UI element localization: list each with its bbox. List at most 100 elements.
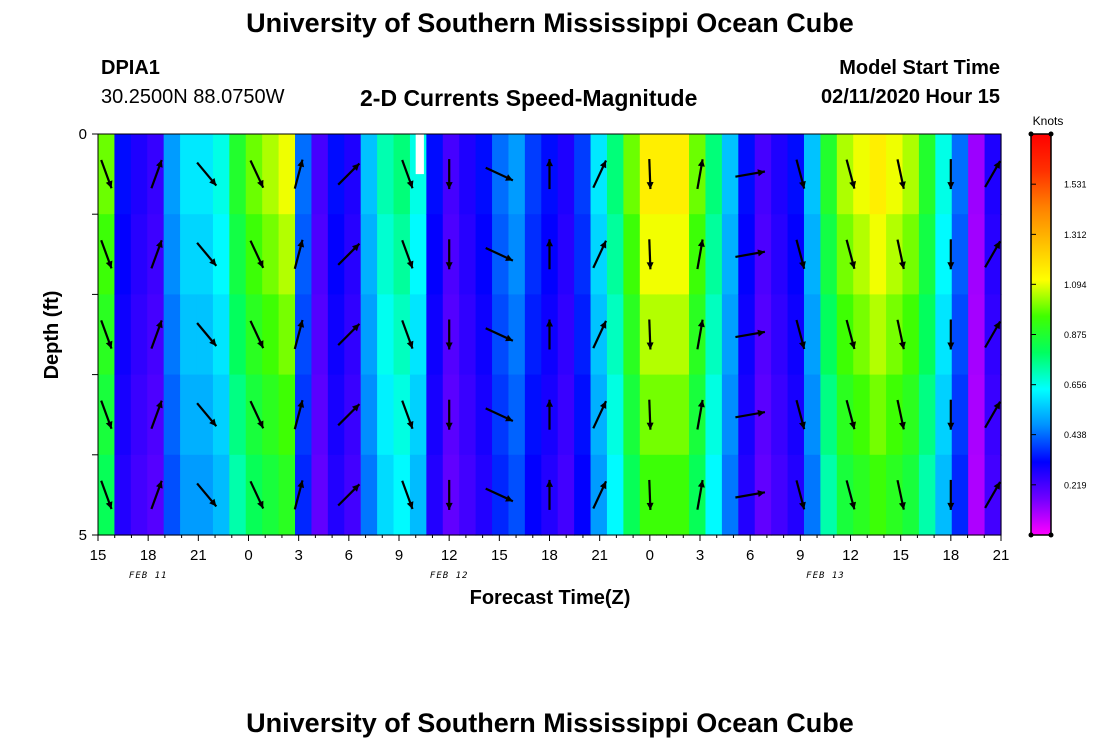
current-arrow: [249, 240, 265, 269]
heatmap-cell: [902, 134, 920, 215]
heatmap-cell: [295, 294, 313, 376]
heatmap-cell: [229, 454, 247, 536]
heatmap-cell: [459, 214, 477, 295]
colorbar-tick-label: 0.438: [1064, 430, 1087, 440]
heatmap-cell: [278, 374, 296, 456]
heatmap-cell: [557, 134, 575, 215]
heatmap-cell: [918, 294, 936, 376]
current-arrow: [293, 319, 305, 350]
heatmap-cell: [853, 454, 871, 536]
current-arrow: [592, 320, 607, 349]
current-arrow: [196, 161, 218, 187]
current-arrow: [150, 400, 163, 430]
x-tick-label: 18: [140, 547, 157, 564]
heatmap-cell: [524, 454, 542, 536]
heatmap-cell: [262, 374, 280, 456]
heatmap-cell: [935, 294, 953, 376]
heatmap-cell: [409, 374, 427, 456]
heatmap-cell: [902, 374, 920, 456]
x-tick-label: 12: [441, 547, 458, 564]
heatmap-cell: [163, 294, 181, 376]
current-arrow: [337, 483, 361, 507]
heatmap-cell: [442, 214, 460, 295]
station-id: DPIA1: [101, 57, 160, 79]
heatmap-cell: [114, 294, 132, 376]
current-arrow: [401, 320, 414, 349]
heatmap-cell: [262, 294, 280, 376]
current-arrow: [485, 327, 514, 342]
heatmap-cell: [836, 454, 854, 536]
heatmap-cell: [853, 214, 871, 295]
heatmap-cell: [459, 294, 477, 376]
heatmap-cell: [344, 134, 362, 215]
heatmap-cell: [163, 134, 181, 215]
heatmap-cell: [344, 374, 362, 456]
heatmap-cell: [426, 294, 444, 376]
heatmap-cell: [672, 134, 690, 215]
current-arrow: [896, 239, 906, 270]
heatmap-cell: [606, 214, 624, 295]
x-tick-label: 15: [892, 547, 909, 564]
current-arrow: [592, 160, 607, 189]
current-arrow: [150, 159, 163, 189]
heatmap-cell: [180, 214, 198, 295]
heatmap-cell: [968, 214, 986, 295]
heatmap-cell: [311, 294, 329, 376]
x-tick-label: 15: [491, 547, 508, 564]
current-arrow: [401, 159, 414, 189]
heatmap-cell: [426, 374, 444, 456]
heatmap-cell: [475, 134, 493, 215]
model-start-label: Model Start Time: [839, 57, 1000, 79]
heatmap-cell: [803, 294, 821, 376]
colorbar-tick-label: 0.875: [1064, 330, 1087, 340]
current-arrow: [445, 479, 453, 510]
current-arrow: [735, 409, 766, 419]
x-tick-label: 21: [591, 547, 608, 564]
heatmap-cell: [524, 134, 542, 215]
heatmap-cell: [771, 294, 789, 376]
heatmap-cell: [393, 134, 411, 215]
current-arrow: [696, 239, 705, 270]
heatmap-cell: [853, 374, 871, 456]
current-arrow: [337, 242, 361, 266]
heatmap-cell: [508, 214, 526, 295]
heatmap-cell: [639, 454, 657, 536]
heatmap-cell: [557, 454, 575, 536]
heatmap-cell: [163, 214, 181, 295]
model-start-value: 02/11/2020 Hour 15: [820, 86, 1000, 108]
heatmap-cell: [475, 374, 493, 456]
current-arrow: [795, 399, 806, 430]
heatmap-cell: [689, 134, 707, 215]
heatmap-cell: [951, 374, 969, 456]
colorbar-corner: [1028, 131, 1034, 137]
heatmap-cell: [869, 454, 887, 536]
current-arrow: [337, 162, 361, 186]
y-tick-label: 5: [79, 527, 87, 544]
heatmap-cell: [360, 134, 378, 215]
current-arrow: [445, 399, 453, 430]
heatmap-cell: [114, 214, 132, 295]
current-arrow: [646, 239, 654, 270]
heatmap-cell: [606, 134, 624, 215]
heatmap-cell: [918, 214, 936, 295]
heatmap-cell: [278, 294, 296, 376]
heatmap-cell: [393, 294, 411, 376]
heatmap-cell: [524, 214, 542, 295]
current-arrow: [896, 479, 906, 510]
heatmap-cell: [886, 214, 904, 295]
heatmap-cell: [426, 214, 444, 295]
x-tick-label: 21: [190, 547, 207, 564]
current-arrow: [795, 480, 806, 510]
heatmap-cell: [393, 454, 411, 536]
current-arrow: [100, 320, 113, 349]
heatmap-cell: [820, 134, 838, 215]
heatmap-cell: [245, 374, 263, 456]
heatmap-cell: [180, 294, 198, 376]
heatmap-cell: [754, 214, 772, 295]
heatmap-cell: [787, 134, 805, 215]
heatmap-cell: [951, 454, 969, 536]
current-arrow: [984, 320, 1002, 349]
heatmap-cell: [212, 454, 230, 536]
heatmap-cell: [114, 134, 132, 215]
